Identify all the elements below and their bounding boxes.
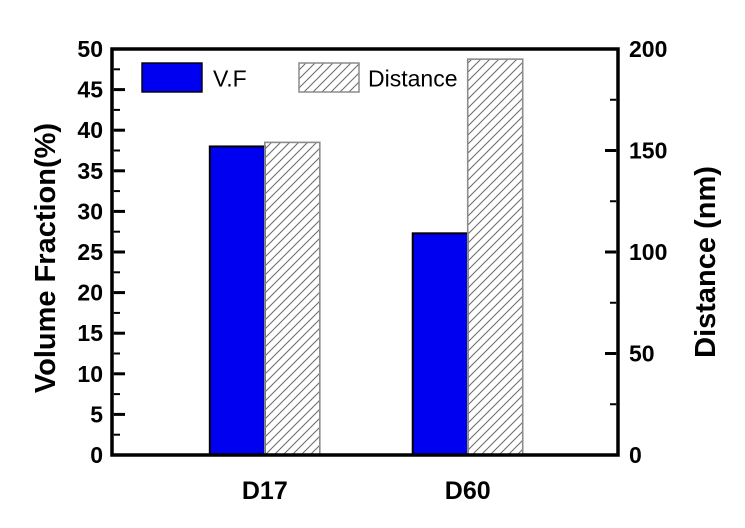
left-axis-tick-label: 45: [77, 77, 103, 103]
left-axis-tick-label: 40: [77, 117, 103, 143]
right-axis-tick-label: 0: [629, 442, 642, 468]
right-axis-tick-label: 200: [629, 36, 667, 62]
legend-label-distance: Distance: [368, 66, 457, 92]
legend-label-vf: V.F: [213, 66, 247, 92]
bar-distance-d17: [264, 141, 321, 456]
axis-ticks-group: [113, 47, 617, 457]
category-label-d60: D60: [445, 477, 491, 505]
legend: V.F Distance: [141, 62, 457, 93]
bar-vf-d17: [208, 145, 266, 456]
right-axis-tick-label: 100: [629, 239, 667, 265]
axis-tick-labels-group: 0 5 10 15 20 25 30 35 40 45 50 0 50 100 150 200: [77, 36, 667, 468]
category-label-d17: D17: [242, 477, 288, 505]
left-axis-tick-label: 10: [77, 361, 103, 387]
left-axis-title: Volume Fraction(%): [30, 123, 62, 393]
right-axis-title: Distance (nm): [690, 166, 722, 358]
bar-distance-d60: [466, 58, 524, 456]
left-axis-tick-label: 50: [77, 36, 103, 62]
right-axis-tick-label: 50: [629, 341, 655, 367]
left-axis-tick-label: 35: [77, 158, 103, 184]
left-axis-tick-label: 5: [90, 401, 103, 427]
bars-group: [208, 58, 524, 456]
left-axis-tick-label: 20: [77, 280, 103, 306]
right-axis-tick-label: 150: [629, 138, 667, 164]
left-axis-tick-label: 15: [77, 320, 103, 346]
left-axis-tick-label: 0: [90, 442, 103, 468]
left-axis-tick-label: 25: [77, 239, 103, 265]
legend-swatch-distance: [298, 62, 360, 93]
legend-swatch-vf: [141, 62, 203, 93]
left-axis-tick-label: 30: [77, 198, 103, 224]
plot-frame: [110, 47, 620, 457]
bar-vf-d60: [411, 232, 469, 456]
